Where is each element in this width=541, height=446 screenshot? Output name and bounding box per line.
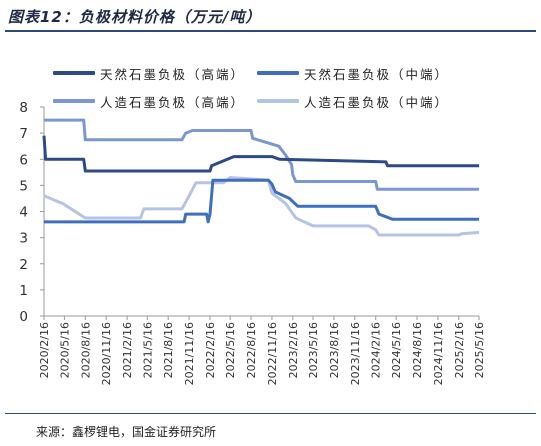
legend-item-series-4: 人造石墨负极（中端）: [257, 93, 450, 110]
y-tick-label: 3: [19, 231, 28, 247]
y-tick-label: 4: [19, 205, 28, 221]
series-line-2: [44, 178, 479, 224]
y-tick-label: 1: [19, 283, 28, 299]
legend-item-series-3: 人造石墨负极（高端）: [53, 93, 246, 110]
legend-label-series-1: 天然石墨负极（高端）: [100, 66, 246, 82]
x-tick-label: 2024/11/16: [432, 322, 445, 385]
y-tick-label: 2: [19, 257, 28, 273]
x-tick-label: 2022/5/16: [224, 322, 237, 378]
x-tick-label: 2023/5/16: [307, 322, 320, 378]
x-tick-label: 2022/11/16: [266, 322, 279, 385]
series-line-3: [44, 118, 479, 191]
legend-item-series-1: 天然石墨负极（高端）: [53, 65, 246, 82]
x-tick-label: 2024/8/16: [411, 322, 424, 378]
legend-item-series-2: 天然石墨负极（中端）: [257, 65, 450, 82]
x-tick-label: 2023/11/16: [349, 322, 362, 385]
series-line-1: [42, 135, 479, 173]
x-tick-label: 2022/8/16: [245, 322, 258, 378]
x-tick-label: 2021/11/16: [183, 322, 196, 385]
x-tick-label: 2020/8/16: [79, 322, 92, 378]
series-line-4: [43, 176, 480, 237]
legend-label-series-2: 天然石墨负极（中端）: [304, 66, 450, 82]
x-tick-label: 2023/8/16: [328, 322, 341, 378]
x-tick-label: 2021/2/16: [121, 322, 134, 378]
x-tick-label: 2025/5/16: [473, 322, 486, 378]
x-tick-label: 2020/2/16: [38, 322, 51, 378]
x-tick-label: 2024/2/16: [370, 322, 383, 378]
y-tick-label: 0: [19, 309, 28, 325]
legend-swatch-series-1: [53, 71, 95, 75]
title-rule: [5, 30, 536, 32]
y-tick-label: 8: [19, 100, 28, 116]
x-tick-label: 2024/5/16: [390, 322, 403, 378]
y-tick-label: 5: [19, 178, 28, 194]
x-tick-label: 2025/2/16: [453, 322, 466, 378]
legend-swatch-series-3: [53, 99, 95, 103]
y-tick-label: 7: [19, 126, 28, 142]
chart-title: 图表12：负极材料价格（万元/吨）: [8, 8, 262, 26]
source-note: 来源：鑫椤锂电，国金证券研究所: [36, 425, 217, 439]
legend-label-series-4: 人造石墨负极（中端）: [304, 94, 450, 110]
legend-swatch-series-4: [257, 99, 299, 103]
x-tick-label: 2021/8/16: [162, 322, 175, 378]
legend-swatch-series-2: [257, 71, 299, 75]
x-tick-label: 2021/5/16: [141, 322, 154, 378]
x-tick-label: 2020/11/16: [100, 322, 113, 385]
x-tick-label: 2023/2/16: [287, 322, 300, 378]
y-tick-label: 6: [19, 152, 28, 168]
x-tick-label: 2020/5/16: [58, 322, 71, 378]
x-tick-label: 2022/2/16: [204, 322, 217, 378]
source-rule: [5, 413, 536, 414]
legend-label-series-3: 人造石墨负极（高端）: [100, 94, 246, 110]
